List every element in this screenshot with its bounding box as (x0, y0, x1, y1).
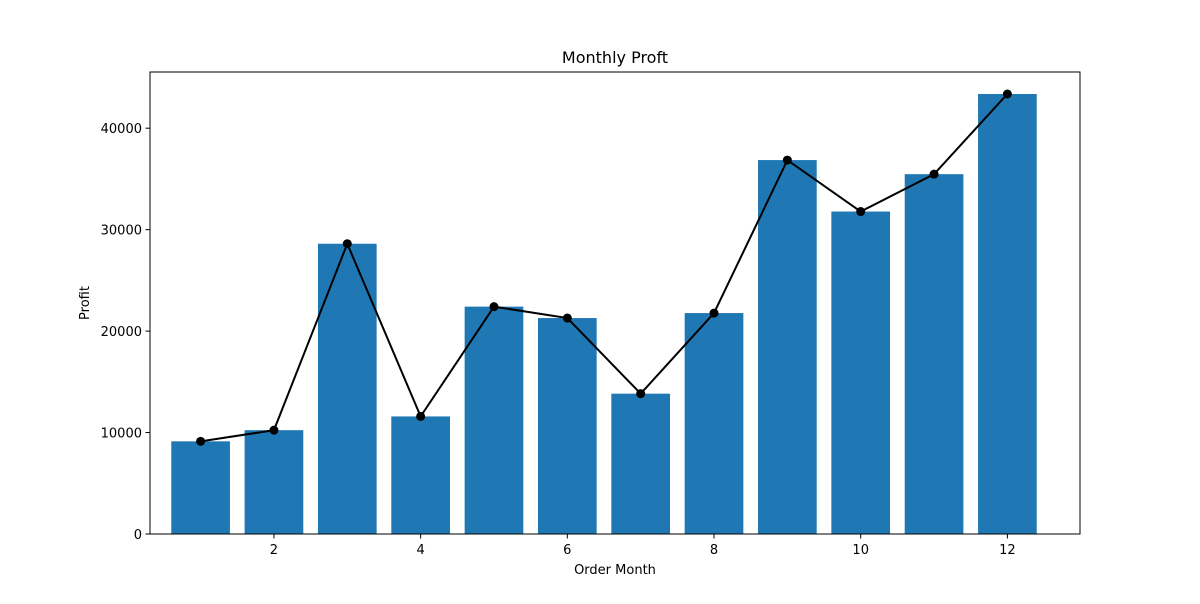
line-point-month-3 (342, 239, 352, 249)
bar-month-6 (537, 318, 597, 534)
x-tick-label-6: 6 (563, 543, 571, 558)
x-axis-ticks: 2 4 6 8 10 12 (270, 534, 1016, 558)
line-point-month-9 (782, 155, 792, 165)
line-point-month-5 (489, 302, 499, 312)
x-tick-label-4: 4 (416, 543, 424, 558)
line-point-month-7 (636, 389, 646, 399)
bar-month-11 (904, 174, 964, 535)
x-tick-label-2: 2 (270, 543, 278, 558)
line-point-month-2 (269, 425, 279, 435)
chart-title: Monthly Proft (562, 48, 668, 67)
bar-month-8 (684, 313, 744, 534)
y-tick-label-40000: 40000 (101, 122, 142, 137)
bar-month-1 (171, 441, 230, 534)
bar-month-4 (391, 416, 450, 534)
bars-layer (171, 94, 1037, 535)
line-layer (196, 89, 1012, 446)
line-point-month-11 (929, 169, 939, 179)
x-axis-label: Order Month (574, 563, 656, 578)
bar-month-3 (317, 243, 377, 535)
bar-month-9 (758, 160, 817, 534)
x-tick-label-8: 8 (710, 543, 718, 558)
x-tick-label-12: 12 (999, 543, 1016, 558)
y-axis-label: Profit (78, 286, 93, 320)
bar-month-5 (464, 306, 524, 534)
bar-month-2 (244, 430, 304, 534)
line-point-month-6 (562, 313, 572, 323)
x-tick-label-10: 10 (852, 543, 869, 558)
y-tick-label-10000: 10000 (101, 427, 142, 442)
y-tick-label-30000: 30000 (101, 224, 142, 239)
bar-month-12 (978, 94, 1037, 535)
bar-month-7 (611, 393, 671, 534)
y-axis-ticks: 0 10000 20000 30000 40000 (101, 122, 150, 543)
line-point-month-1 (196, 436, 206, 446)
line-point-month-12 (1002, 89, 1012, 99)
line-point-month-4 (416, 411, 426, 421)
line-point-month-8 (709, 308, 719, 318)
bar-month-10 (831, 211, 891, 534)
plot-frame (149, 71, 1081, 535)
y-tick-label-20000: 20000 (101, 325, 142, 340)
profit-trend-line (200, 93, 1009, 443)
line-point-month-10 (856, 207, 866, 217)
y-tick-label-0: 0 (134, 528, 142, 543)
